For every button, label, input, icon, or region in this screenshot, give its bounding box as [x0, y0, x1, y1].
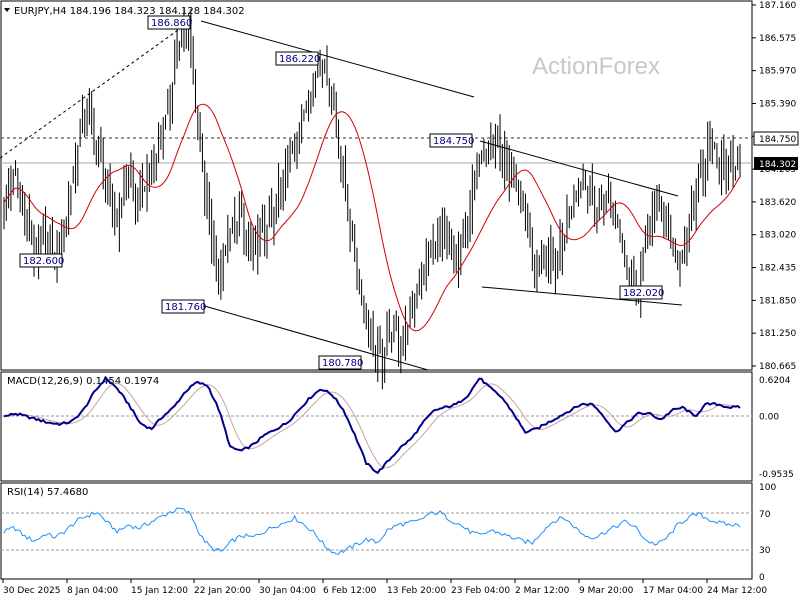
price-tick-label: 181.850 [759, 296, 796, 306]
current-price-tag [754, 157, 798, 170]
rsi-tick-label: 100 [759, 483, 776, 493]
moving-average [3, 103, 741, 332]
price-axis: 187.160186.575185.970185.390184.805184.2… [752, 1, 796, 372]
rsi-tick-label: 70 [759, 510, 771, 520]
rsi-lines [3, 507, 741, 555]
rsi-tick-label: 0 [759, 573, 765, 583]
time-tick-label: 23 Feb 04:00 [451, 586, 510, 596]
time-tick-label: 17 Mar 04:00 [643, 586, 703, 596]
price-bars [3, 8, 741, 390]
macd-lines [3, 375, 741, 475]
swing-label-box [161, 299, 205, 314]
price-tick-label: 186.575 [759, 34, 796, 44]
time-tick-label: 13 Feb 20:00 [387, 586, 446, 596]
macd-tick-label: -0.9535 [759, 470, 794, 480]
swing-label-text: 182.020 [623, 288, 664, 299]
watermark-text: ActionForex [532, 53, 660, 80]
level-price-tag-text: 184.750 [759, 135, 796, 145]
swing-label-text: 184.750 [433, 136, 474, 147]
swing-label-box [19, 253, 63, 268]
price-tick-label: 181.250 [759, 329, 796, 339]
macd-panel [0, 371, 753, 482]
price-tick-label: 187.160 [759, 1, 796, 11]
price-header: EURJPY,H4 184.196 184.323 184.128 184.30… [14, 6, 245, 17]
swing-label-box [147, 15, 191, 30]
swing-label-box [275, 51, 319, 66]
rsi-axis: 100 70 30 0 [759, 483, 776, 583]
macd-header: MACD(12,26,9) 0.1454 0.1974 [7, 376, 159, 387]
swing-label-text: 181.760 [165, 302, 206, 313]
price-tick-label: 185.970 [759, 67, 796, 77]
trend-line-triangle-upper [479, 140, 679, 197]
swing-label-box [619, 285, 663, 300]
price-tick-label: 183.620 [759, 198, 796, 208]
time-tick-label: 2 Mar 12:00 [515, 586, 570, 596]
macd-axis: 0.6204 0.00 -0.9535 [759, 376, 794, 480]
collapse-triangle-icon [4, 8, 10, 12]
macd-tick-label: 0.6204 [759, 376, 791, 386]
price-tick-label: 184.205 [759, 165, 796, 175]
swing-label-box [318, 355, 362, 370]
level-price-tag [753, 131, 799, 146]
macd-signal-line [3, 382, 741, 469]
ma-line [3, 103, 741, 332]
swing-labels: 186.860 186.220 184.750 182.600 181.760 180.7… [19, 15, 664, 370]
macd-tick-label: 0.00 [759, 413, 779, 423]
time-tick-label: 8 Jan 04:00 [67, 586, 119, 596]
swing-label-text: 186.220 [279, 54, 320, 65]
time-tick-label: 22 Jan 20:00 [194, 586, 251, 596]
price-tick-label: 180.665 [759, 362, 796, 372]
swing-label-text: 180.780 [322, 358, 363, 369]
trend-line-upper-channel [200, 20, 475, 98]
current-price-tag-text: 184.302 [759, 160, 796, 170]
time-tick-label: 9 Mar 20:00 [579, 586, 634, 596]
time-axis: 30 Dec 2025 8 Jan 04:00 15 Jan 12:00 22 Jan… [2, 579, 767, 596]
time-tick-label: 30 Jan 04:00 [259, 586, 316, 596]
rsi-header: RSI(14) 57.4680 [7, 487, 88, 498]
price-tick-label: 183.020 [759, 231, 796, 241]
swing-label-text: 182.600 [23, 256, 64, 267]
time-tick-label: 30 Dec 2025 [3, 586, 61, 596]
rsi-tick-label: 30 [759, 546, 771, 556]
rsi-line [3, 507, 741, 555]
swing-label-box [429, 133, 473, 148]
price-tick-label: 185.390 [759, 99, 796, 109]
time-tick-label: 15 Jan 12:00 [131, 586, 188, 596]
time-tick-label: 6 Feb 12:00 [323, 586, 377, 596]
price-tick-label: 182.435 [759, 264, 796, 274]
trend-line-lower-channel [200, 304, 429, 371]
swing-label-text: 186.860 [151, 18, 192, 29]
time-tick-label: 24 Mar 12:00 [707, 586, 767, 596]
rsi-panel [0, 482, 753, 580]
macd-main-line [3, 375, 741, 475]
trend-line-triangle-lower [481, 286, 683, 306]
